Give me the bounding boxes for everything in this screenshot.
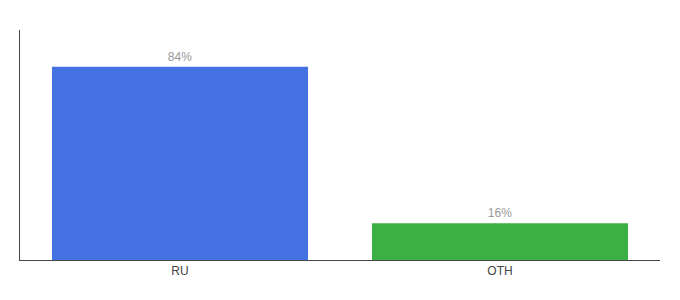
svg-text:16%: 16% [488,206,512,220]
svg-text:OTH: OTH [487,264,512,278]
svg-text:84%: 84% [168,50,192,64]
svg-text:RU: RU [171,264,188,278]
